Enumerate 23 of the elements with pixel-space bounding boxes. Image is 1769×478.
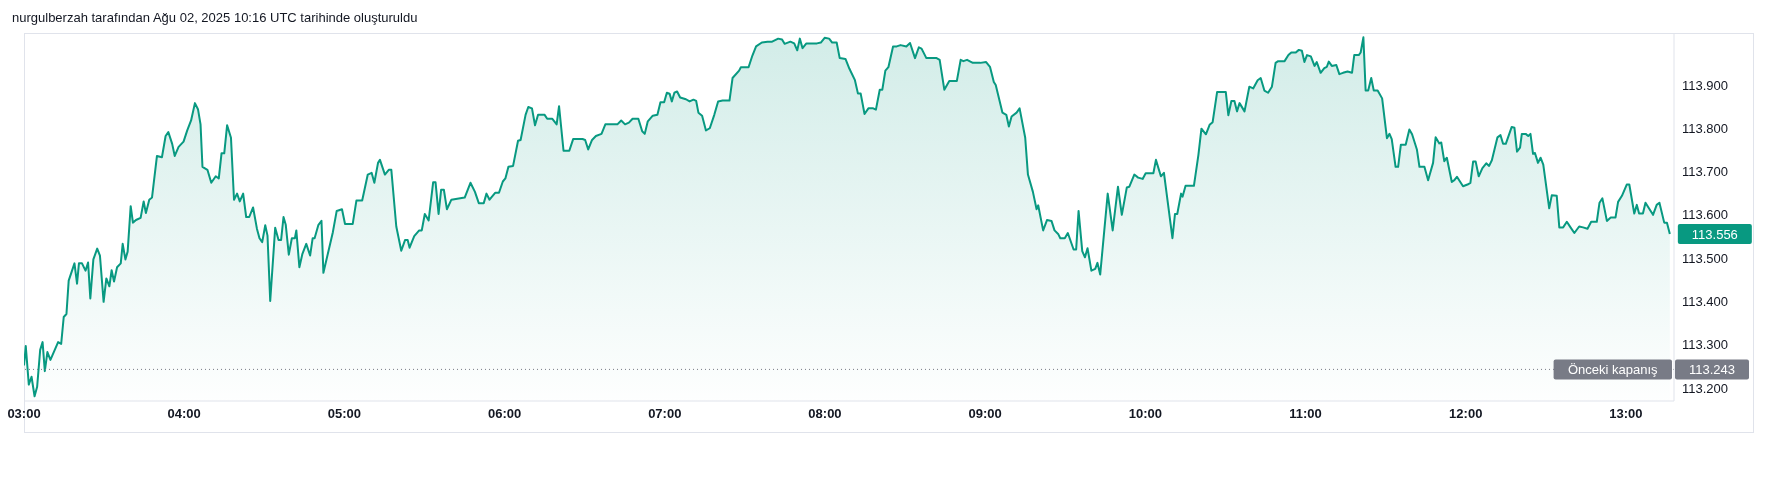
x-tick-label: 10:00 xyxy=(1128,406,1162,422)
text: 113.243 xyxy=(1688,362,1736,378)
x-tick-label: 08:00 xyxy=(808,406,842,422)
chart-title: nurgulberzah tarafından Ağu 02, 2025 10:16 UTC tarihinde oluşturuldu xyxy=(12,10,418,25)
y-tick-label: 113.600 xyxy=(1682,207,1729,223)
y-tick-label: 113.300 xyxy=(1682,337,1729,353)
annotation: 113.556 xyxy=(1691,226,1738,242)
x-tick-label: 05:00 xyxy=(327,406,362,422)
y-tick-label: 113.400 xyxy=(1682,294,1729,310)
x-tick-label: 04:00 xyxy=(167,406,201,422)
x-tick-label: 06:00 xyxy=(487,406,522,422)
x-tick-label: 13:00 xyxy=(1609,406,1643,422)
y-tick-label: 113.200 xyxy=(1682,380,1729,396)
x-tick-label: 09:00 xyxy=(968,406,1002,422)
y-tick-label: 113.800 xyxy=(1682,120,1729,136)
x-tick-label: 12:00 xyxy=(1449,406,1483,422)
x-tick-label: 07:00 xyxy=(648,406,682,422)
y-tick-label: 113.500 xyxy=(1682,250,1729,266)
x-tick-label: 11:00 xyxy=(1289,406,1322,422)
ref-line-label: Önceki kapanış xyxy=(1568,362,1659,378)
y-tick-label: 113.900 xyxy=(1682,77,1729,93)
y-tick-label: 113.700 xyxy=(1682,164,1729,180)
x-tick-label: 03:00 xyxy=(7,406,41,422)
